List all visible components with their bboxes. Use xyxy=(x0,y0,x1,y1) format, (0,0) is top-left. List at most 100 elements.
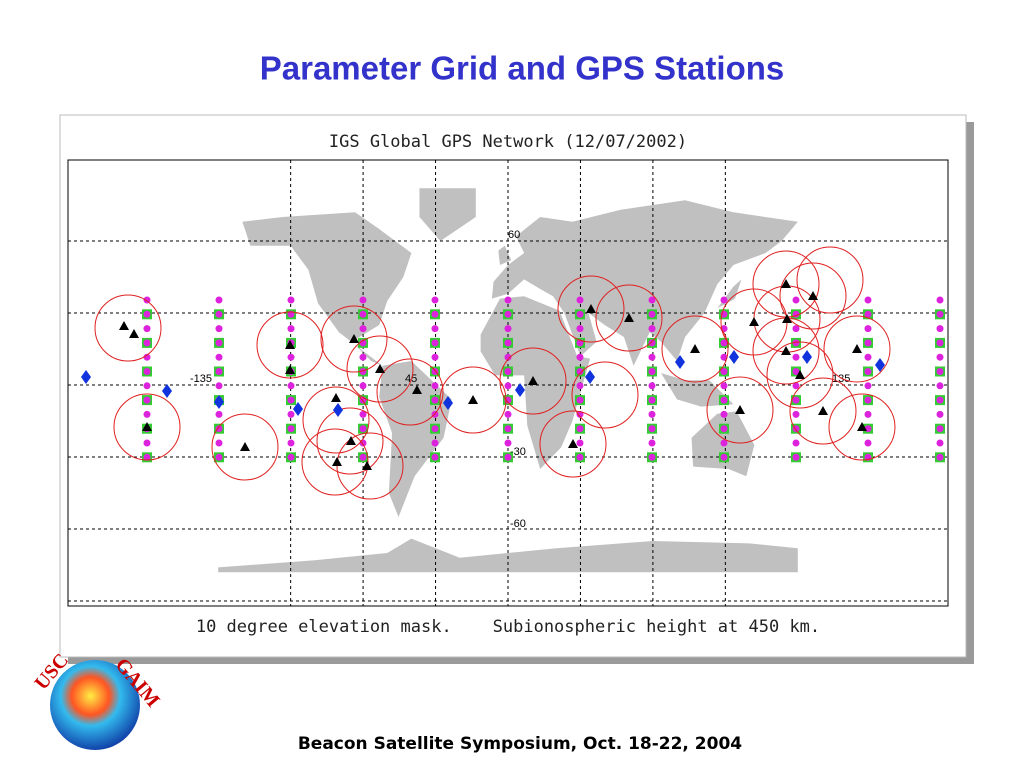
grid-point xyxy=(215,410,223,418)
slide-footer: Beacon Satellite Symposium, Oct. 18-22, … xyxy=(298,734,742,754)
map-label: 60 xyxy=(508,229,520,241)
grid-point xyxy=(287,425,295,433)
grid-point xyxy=(720,453,728,461)
grid-point xyxy=(287,382,295,390)
gps-station xyxy=(285,365,295,374)
grid-point xyxy=(864,310,872,318)
grid-point xyxy=(576,368,584,375)
gps-station xyxy=(781,346,791,355)
grid-point xyxy=(792,353,800,361)
grid-point xyxy=(720,410,728,418)
gps-station xyxy=(857,422,867,431)
grid-point xyxy=(576,310,584,318)
grid-point xyxy=(576,353,584,361)
grid-point xyxy=(720,396,728,404)
grid-point xyxy=(504,410,512,418)
gps-station xyxy=(412,385,422,394)
station-diamond xyxy=(443,396,453,410)
grid-point xyxy=(504,368,512,375)
grid-point xyxy=(215,439,223,447)
gps-station xyxy=(624,313,634,322)
grid-point xyxy=(359,296,367,304)
grid-point xyxy=(936,368,944,375)
logo: USC GAIM xyxy=(30,649,164,750)
grid-point xyxy=(792,339,800,347)
grid-point xyxy=(143,453,151,461)
coverage-circle xyxy=(706,376,774,444)
grid-point xyxy=(359,310,367,318)
coverage-circle xyxy=(376,358,444,426)
coverage-circle xyxy=(823,315,891,383)
grid-point xyxy=(792,382,800,390)
grid-point xyxy=(936,353,944,361)
coverage-circle xyxy=(557,275,625,343)
grid-point xyxy=(648,453,656,461)
grid-point xyxy=(359,368,367,375)
grid-point xyxy=(431,439,439,447)
grid-point xyxy=(648,310,656,318)
grid-point xyxy=(864,382,872,390)
grid-point xyxy=(287,296,295,304)
grid-point xyxy=(792,439,800,447)
grid-point xyxy=(143,339,151,347)
gps-station xyxy=(285,340,295,349)
grid-point xyxy=(143,368,151,375)
map-label: -30 xyxy=(510,446,526,458)
grid-point xyxy=(287,410,295,418)
grid-point xyxy=(359,353,367,361)
grid-point xyxy=(576,425,584,433)
grid-point xyxy=(504,439,512,447)
grid-point xyxy=(431,325,439,333)
grid-point xyxy=(864,339,872,347)
figure-caption: 10 degree elevation mask. Subionospheric… xyxy=(196,617,820,637)
gps-station xyxy=(349,334,359,343)
station-diamond xyxy=(585,370,595,384)
station-diamond xyxy=(729,350,739,364)
gps-station xyxy=(690,344,700,353)
coverage-circle xyxy=(301,428,369,496)
grid-point xyxy=(648,396,656,404)
coverage-circle xyxy=(595,284,663,352)
grid-point xyxy=(359,410,367,418)
grid-point xyxy=(143,410,151,418)
gps-station xyxy=(528,376,538,385)
station-diamond xyxy=(214,395,224,409)
station-diamond xyxy=(333,403,343,417)
grid-point xyxy=(936,296,944,304)
coverage-circle xyxy=(346,335,414,403)
gps-station xyxy=(119,321,129,330)
gps-station xyxy=(781,279,791,288)
gps-station xyxy=(346,436,356,445)
gps-station xyxy=(240,442,250,451)
gps-station xyxy=(568,439,578,448)
grid-point xyxy=(936,339,944,347)
grid-point xyxy=(215,296,223,304)
grid-point xyxy=(431,353,439,361)
station-diamond xyxy=(515,383,525,397)
grid-point xyxy=(648,410,656,418)
gps-station xyxy=(735,405,745,414)
grid-point xyxy=(215,325,223,333)
coverage-circle xyxy=(766,341,834,409)
gps-station xyxy=(331,393,341,402)
grid-point xyxy=(504,339,512,347)
grid-point xyxy=(864,439,872,447)
grid-point xyxy=(648,353,656,361)
grid-point xyxy=(431,410,439,418)
gps-station xyxy=(818,406,828,415)
grid-point xyxy=(720,425,728,433)
grid-point xyxy=(359,339,367,347)
grid-point xyxy=(576,453,584,461)
grid-point xyxy=(792,325,800,333)
gps-station xyxy=(808,291,818,300)
grid-point xyxy=(359,382,367,390)
grid-point xyxy=(504,453,512,461)
grid-point xyxy=(936,325,944,333)
grid-point xyxy=(576,439,584,447)
station-diamond xyxy=(81,370,91,384)
gps-station xyxy=(375,364,385,373)
grid-point xyxy=(648,325,656,333)
grid-point xyxy=(936,310,944,318)
grid-point xyxy=(936,382,944,390)
